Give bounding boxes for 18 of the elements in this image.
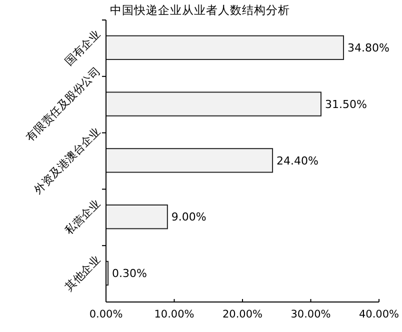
data-label: 9.00% <box>171 210 206 224</box>
y-tick-label: 其他企业 <box>62 253 103 294</box>
data-label: 31.50% <box>324 98 367 111</box>
data-label: 0.30% <box>112 267 147 280</box>
x-tick-label: 0.00% <box>89 308 123 320</box>
x-tick-label: 20.00% <box>222 308 263 320</box>
bar <box>106 148 274 173</box>
y-tick-label: 国有企业 <box>62 28 103 68</box>
chart-title: 中国快递企业从业者人数结构分析 <box>110 3 290 17</box>
data-label: 34.80% <box>348 41 390 54</box>
bar <box>106 35 344 60</box>
data-label: 24.40% <box>276 154 318 168</box>
y-tick-label: 私营企业 <box>62 196 103 238</box>
bar <box>106 92 322 116</box>
x-tick-label: 40.00% <box>358 308 400 320</box>
x-tick-label: 10.00% <box>154 308 194 320</box>
bar <box>106 204 168 230</box>
x-tick-label: 30.00% <box>290 308 331 320</box>
